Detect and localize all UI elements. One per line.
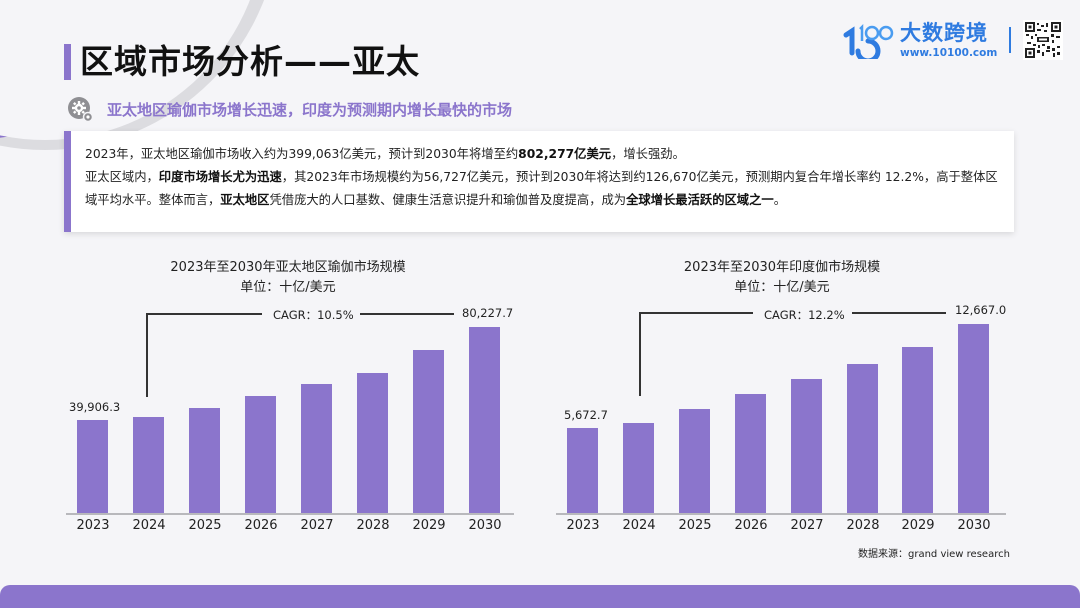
cagr-bracket-left (146, 313, 148, 397)
bar-2025 (679, 409, 710, 513)
data-label-2023: 39,906.3 (69, 400, 121, 414)
chart-title: 2023年至2030年印度伽市场规模 (683, 260, 881, 275)
bar-2030 (469, 327, 500, 513)
apac-yoga-market-chart: 2023年至2030年亚太地区瑜伽市场规模 单位：十亿/美元 CAGR：10.5… (62, 256, 514, 546)
x-tick-label: 2029 (412, 518, 446, 533)
bar-2025 (189, 408, 220, 513)
x-tick-label: 2024 (622, 518, 656, 533)
summary-text: 亚太区域内， (85, 170, 159, 184)
subtitle-block: 亚太地区瑜伽市场增长迅速，印度为预测期内增长最快的市场 (67, 96, 513, 123)
data-label-2030: 80,227.7 (462, 306, 514, 320)
cagr-bracket-line (146, 313, 262, 315)
summary-highlight: 亚太地区 (220, 193, 270, 207)
x-axis (66, 513, 514, 515)
page-subtitle: 亚太地区瑜伽市场增长迅速，印度为预测期内增长最快的市场 (107, 100, 513, 119)
x-tick-label: 2026 (244, 518, 278, 533)
summary-highlight: 印度市场增长尤为迅速 (158, 170, 282, 184)
summary-text: ，其2023年市场规模约为56,727亿美元，预计到2030年将达到约126,6… (85, 170, 998, 207)
data-label-2023: 5,672.7 (564, 408, 608, 422)
logo-name: 大数跨境 (900, 21, 988, 45)
x-tick-label: 2030 (957, 518, 991, 533)
summary-highlight: 802,277亿美元 (518, 147, 612, 161)
bar-2026 (245, 396, 276, 513)
chart-unit: 单位：十亿/美元 (734, 280, 830, 295)
summary-text: ，增长强劲。 (611, 147, 685, 161)
cagr-bracket-line (360, 313, 454, 315)
summary-text: 。 (773, 193, 786, 207)
cagr-bracket-line (852, 312, 946, 314)
bar-2029 (413, 350, 444, 513)
x-tick-label: 2030 (468, 518, 502, 533)
x-tick-label: 2028 (356, 518, 390, 533)
title-accent-bar (64, 44, 71, 80)
summary-panel: 2023年，亚太地区瑜伽市场收入约为399,063亿美元，预计到2030年将增至… (64, 131, 1014, 232)
bar-2026 (735, 394, 766, 513)
bar-2024 (133, 417, 164, 513)
cagr-label: CAGR：10.5% (273, 308, 354, 322)
chart-title: 2023年至2030年亚太地区瑜伽市场规模 (170, 260, 406, 275)
x-tick-label: 2023 (566, 518, 600, 533)
bar-2028 (357, 373, 388, 513)
bar-2028 (847, 364, 878, 513)
bar-2023 (567, 428, 598, 513)
summary-text: 2023年，亚太地区瑜伽市场收入约为399,063亿美元，预计到2030年将增至… (85, 147, 519, 161)
page-title-block: 区域市场分析——亚太 (64, 42, 420, 82)
logo-divider (1009, 27, 1012, 53)
x-tick-label: 2029 (901, 518, 935, 533)
cagr-bracket-left (639, 312, 641, 396)
cagr-bracket-line (639, 312, 753, 314)
summary-highlight: 全球增长最活跃的区域之一 (626, 193, 774, 207)
logo-url: www.10100.com (900, 47, 998, 59)
x-tick-label: 2027 (790, 518, 824, 533)
x-tick-label: 2025 (188, 518, 222, 533)
qr-code-icon (1023, 20, 1064, 60)
x-tick-label: 2028 (846, 518, 880, 533)
bar-2027 (301, 384, 332, 513)
data-source: 数据来源：grand view research (858, 549, 1010, 560)
x-tick-label: 2024 (132, 518, 166, 533)
bar-2024 (623, 423, 654, 513)
x-axis (556, 513, 1006, 515)
chart-unit: 单位：十亿/美元 (240, 280, 336, 295)
brand-logo: 大数跨境 www.10100.com (842, 20, 1064, 64)
bar-2030 (958, 324, 989, 513)
x-tick-label: 2025 (678, 518, 712, 533)
summary-line-1: 2023年，亚太地区瑜伽市场收入约为399,063亿美元，预计到2030年将增至… (85, 143, 1000, 166)
bar-2027 (791, 379, 822, 513)
x-tick-label: 2027 (300, 518, 334, 533)
bar-2023 (77, 420, 108, 513)
x-tick-label: 2026 (734, 518, 768, 533)
bar-2029 (902, 347, 933, 513)
summary-text: 凭借庞大的人口基数、健康生活意识提升和瑜伽普及度提高，成为 (269, 193, 627, 207)
cagr-label: CAGR：12.2% (764, 308, 845, 322)
logo-mark-icon (842, 21, 898, 64)
india-yoga-market-chart: 2023年至2030年印度伽市场规模 单位：十亿/美元 CAGR：12.2% 5… (552, 256, 1012, 546)
gear-icon (67, 96, 94, 123)
page-title: 区域市场分析——亚太 (80, 42, 420, 81)
x-tick-label: 2023 (76, 518, 110, 533)
data-label-2030: 12,667.0 (955, 303, 1007, 317)
summary-line-2: 亚太区域内，印度市场增长尤为迅速，其2023年市场规模约为56,727亿美元，预… (85, 166, 1000, 212)
footer-band (0, 585, 1080, 608)
